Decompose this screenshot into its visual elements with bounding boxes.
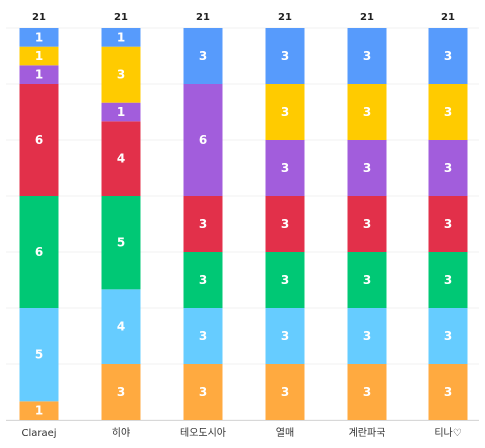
bar-segment <box>347 308 387 364</box>
grid-layer <box>6 27 479 421</box>
bar-segment <box>19 84 59 196</box>
segment-value-label: 3 <box>444 49 452 63</box>
bar-segment <box>19 308 59 402</box>
bar-segment <box>347 364 387 420</box>
bar-segment <box>19 28 59 47</box>
bar-segment <box>265 28 305 84</box>
segment-value-label: 3 <box>199 385 207 399</box>
bar-total-label: 21 <box>114 12 128 23</box>
segment-value-label: 3 <box>444 273 452 287</box>
bar-segment <box>19 196 59 308</box>
bar-segment <box>265 252 305 308</box>
segment-value-label: 3 <box>199 49 207 63</box>
segment-value-label: 3 <box>117 385 125 399</box>
segment-value-label: 3 <box>363 105 371 119</box>
segment-value-label: 5 <box>117 236 125 250</box>
segment-value-label: 3 <box>281 49 289 63</box>
segment-value-label: 3 <box>281 385 289 399</box>
segment-value-label: 3 <box>281 105 289 119</box>
bar-segment <box>101 102 141 122</box>
bar-segment <box>183 84 223 196</box>
category-tick-label: 열매 <box>276 427 294 439</box>
bar-total-label: 21 <box>196 12 210 23</box>
bar-segment <box>428 140 468 196</box>
bar-segment <box>428 364 468 420</box>
segment-value-label: 4 <box>117 152 125 166</box>
category-tick-label: 테오도시아 <box>180 427 226 439</box>
bar-segment <box>101 46 141 103</box>
bar-segment <box>101 121 141 196</box>
category-tick-label: Claraej <box>21 428 56 439</box>
bar-segment <box>183 196 223 252</box>
category-tick-label: 히야 <box>112 427 130 439</box>
segment-value-label: 3 <box>444 105 452 119</box>
bar-segment <box>265 196 305 252</box>
segment-value-label: 3 <box>444 161 452 175</box>
bar-segment <box>347 196 387 252</box>
segment-value-label: 1 <box>35 68 43 82</box>
segment-value-label: 4 <box>117 320 125 334</box>
bar-segment <box>101 196 141 290</box>
segment-value-label: 5 <box>35 348 43 362</box>
bar-segment <box>347 84 387 140</box>
bar-total-label: 21 <box>278 12 292 23</box>
bar-total-label: 21 <box>360 12 374 23</box>
segment-value-label: 3 <box>281 217 289 231</box>
bar-segment <box>428 252 468 308</box>
segment-value-label: 6 <box>199 133 207 147</box>
segment-value-label: 3 <box>363 385 371 399</box>
bar-segment <box>19 46 59 66</box>
bar-total-label: 21 <box>441 12 455 23</box>
segment-value-label: 3 <box>363 161 371 175</box>
bar-segment <box>19 401 59 420</box>
bar-segment <box>428 28 468 84</box>
bar-segment <box>101 28 141 47</box>
bar-segment <box>428 308 468 364</box>
labels-layer: 156611121Claraej345413121히야33336321테오도시아… <box>21 12 461 439</box>
segment-value-label: 1 <box>35 404 43 418</box>
segment-value-label: 3 <box>199 329 207 343</box>
bar-segment <box>347 140 387 196</box>
segment-value-label: 6 <box>35 133 43 147</box>
bar-segment <box>183 28 223 84</box>
segment-value-label: 3 <box>363 217 371 231</box>
segment-value-label: 6 <box>35 245 43 259</box>
bar-segment <box>183 252 223 308</box>
category-tick-label: 계란파국 <box>349 427 386 439</box>
bar-segment <box>19 65 59 84</box>
segment-value-label: 3 <box>281 161 289 175</box>
segment-value-label: 1 <box>35 30 43 44</box>
segment-value-label: 3 <box>281 273 289 287</box>
segment-value-label: 1 <box>117 105 125 119</box>
bar-segment <box>183 364 223 420</box>
bar-segment <box>101 289 141 364</box>
segment-value-label: 3 <box>363 273 371 287</box>
bar-segment <box>101 364 141 420</box>
segment-value-label: 3 <box>444 217 452 231</box>
segment-value-label: 1 <box>117 30 125 44</box>
bar-segment <box>265 140 305 196</box>
bar-segment <box>265 84 305 140</box>
segment-value-label: 1 <box>35 49 43 63</box>
bar-total-label: 21 <box>32 12 46 23</box>
bar-segment <box>183 308 223 364</box>
bar-segment <box>265 308 305 364</box>
segment-value-label: 3 <box>199 217 207 231</box>
bar-segment <box>428 196 468 252</box>
bar-segment <box>347 252 387 308</box>
bar-segment <box>428 84 468 140</box>
segment-value-label: 3 <box>444 385 452 399</box>
segment-value-label: 3 <box>444 329 452 343</box>
segment-value-label: 3 <box>199 273 207 287</box>
bar-segment <box>347 28 387 84</box>
segment-value-label: 3 <box>281 329 289 343</box>
category-tick-label: 티나♡ <box>434 427 461 439</box>
segment-value-label: 3 <box>363 329 371 343</box>
segment-value-label: 3 <box>363 49 371 63</box>
bar-segment <box>265 364 305 420</box>
bars-layer <box>19 28 468 420</box>
segment-value-label: 3 <box>117 68 125 82</box>
